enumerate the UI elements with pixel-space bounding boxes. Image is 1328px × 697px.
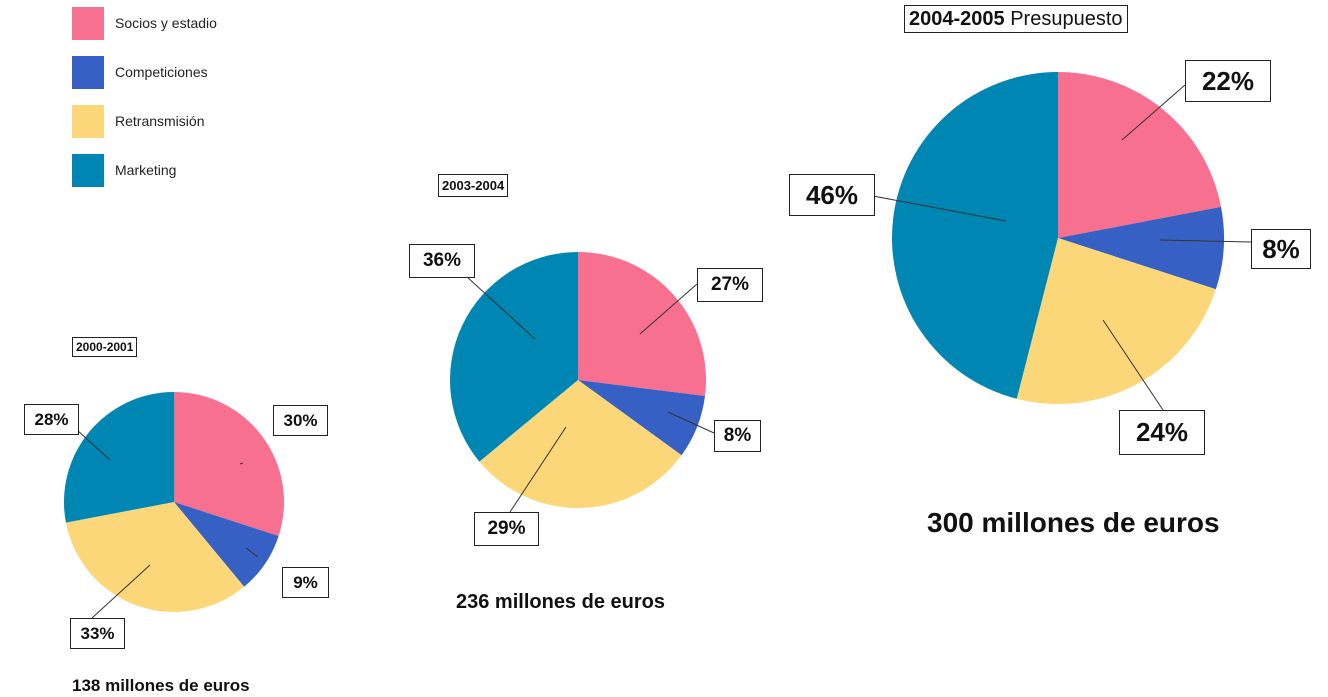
period-label-2000-2001: 2000-2001: [72, 337, 138, 357]
leader-line-marketing: [76, 429, 111, 461]
pie-slice-socios: [578, 252, 706, 397]
pct-label-marketing: 28%: [24, 404, 79, 435]
legend-swatch-competiciones: [72, 56, 104, 89]
pct-label-socios: 27%: [697, 268, 763, 302]
total-label-2000-2001: 138 millones de euros: [72, 676, 250, 695]
pie-slice-retransmision: [1016, 238, 1216, 404]
pct-label-competiciones: 9%: [282, 567, 329, 598]
leader-line-competiciones: [667, 411, 715, 434]
pct-label-socios: 22%: [1185, 60, 1271, 102]
leader-line-competiciones: [1159, 239, 1252, 243]
legend-label-marketing: Marketing: [115, 162, 177, 178]
pie-slice-marketing: [450, 252, 578, 462]
pie-chart-2004-2005: [872, 72, 1252, 411]
leader-line-competiciones: [245, 547, 259, 558]
period-label-2004-2005: 2004-2005 Presupuesto: [904, 5, 1128, 33]
pct-label-marketing: 46%: [789, 174, 875, 216]
pie-slice-competiciones: [174, 502, 279, 587]
pie-slice-marketing: [63, 391, 175, 523]
leader-line-retransmision: [509, 426, 567, 513]
pct-label-socios: 30%: [273, 405, 328, 436]
pie-slice-marketing: [892, 72, 1058, 399]
pie-slice-socios: [174, 392, 284, 536]
period-text: 2003-2004: [442, 178, 505, 193]
pie-slice-retransmision: [479, 380, 682, 508]
leader-line-retransmision: [91, 564, 151, 619]
pie-chart-2003-2004: [450, 252, 715, 513]
total-label-2003-2004: 236 millones de euros: [456, 591, 665, 613]
pct-label-competiciones: 8%: [714, 420, 761, 452]
period-text: 2004-2005: [909, 8, 1005, 30]
pie-chart-2000-2001: [63, 391, 284, 619]
total-label-2004-2005: 300 millones de euros: [927, 507, 1220, 538]
legend-label-socios: Socios y estadio: [115, 15, 217, 31]
pie-slice-competiciones: [578, 380, 705, 456]
pct-label-retransmision: 29%: [474, 512, 539, 546]
pct-label-marketing: 36%: [409, 244, 475, 278]
leader-line-marketing: [465, 275, 536, 340]
pie-slice-competiciones: [1058, 206, 1224, 290]
period-text: 2000-2001: [76, 340, 134, 354]
legend-swatch-marketing: [72, 154, 104, 187]
leader-line-socios: [639, 283, 698, 335]
leader-line-marketing: [872, 195, 1007, 222]
leader-line-socios: [239, 462, 244, 465]
leader-line-retransmision: [1102, 319, 1164, 411]
legend-swatch-socios: [72, 7, 104, 40]
period-suffix: Presupuesto: [1010, 8, 1123, 30]
period-label-2003-2004: 2003-2004: [438, 174, 509, 197]
legend-label-retransmision: Retransmisión: [115, 113, 205, 129]
pct-label-competiciones: 8%: [1251, 229, 1311, 269]
pie-slice-retransmision: [65, 502, 245, 613]
pct-label-retransmision: 33%: [70, 618, 125, 649]
pct-label-retransmision: 24%: [1119, 410, 1205, 455]
legend-label-competiciones: Competiciones: [115, 64, 208, 80]
legend-swatch-retransmision: [72, 105, 104, 138]
leader-line-socios: [1121, 84, 1186, 141]
